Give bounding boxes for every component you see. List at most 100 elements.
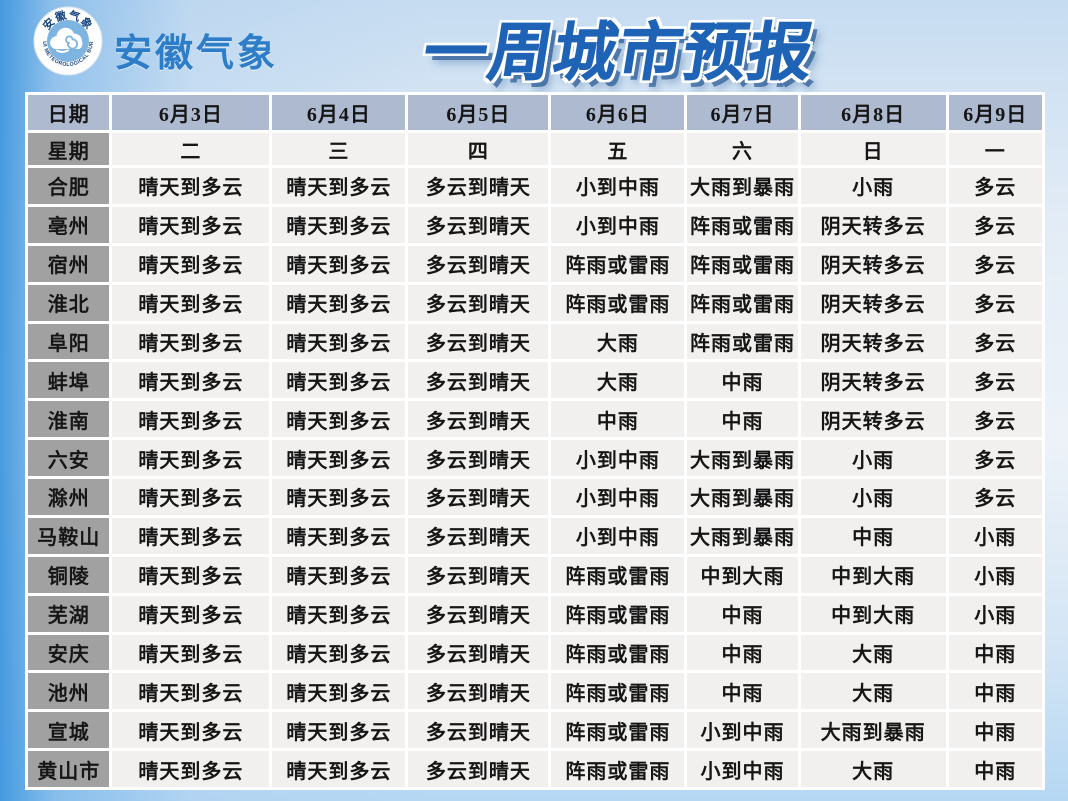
forecast-cell: 多云到晴天 bbox=[408, 479, 549, 515]
forecast-cell: 阴天转多云 bbox=[800, 284, 946, 321]
forecast-cell: 多云 bbox=[948, 284, 1042, 321]
forecast-cell: 晴天到多云 bbox=[112, 440, 270, 476]
forecast-cell: 晴天到多云 bbox=[272, 401, 406, 438]
forecast-cell: 晴天到多云 bbox=[112, 245, 270, 282]
city-name-cell: 宣城 bbox=[28, 712, 110, 749]
week-row-label: 星期 bbox=[28, 133, 110, 165]
city-name-cell: 安庆 bbox=[28, 634, 110, 671]
date-header-cell: 6月8日 bbox=[800, 95, 946, 130]
forecast-cell: 中雨 bbox=[687, 634, 798, 671]
forecast-cell: 多云 bbox=[948, 362, 1042, 399]
date-row-label: 日期 bbox=[28, 95, 110, 130]
table-row: 铜陵 晴天到多云 晴天到多云 多云到晴天 阵雨或雷雨 中到大雨 中到大雨 小雨 bbox=[28, 556, 1042, 593]
forecast-cell: 晴天到多云 bbox=[112, 168, 270, 204]
forecast-cell: 大雨 bbox=[800, 751, 946, 787]
forecast-cell: 阵雨或雷雨 bbox=[551, 751, 685, 787]
city-name-cell: 合肥 bbox=[28, 168, 110, 204]
table-row: 六安 晴天到多云 晴天到多云 多云到晴天 小到中雨 大雨到暴雨 小雨 多云 bbox=[28, 440, 1042, 476]
weekday-cell: 日 bbox=[800, 133, 946, 165]
forecast-cell: 多云 bbox=[948, 440, 1042, 476]
forecast-cell: 小到中雨 bbox=[551, 168, 685, 204]
city-name-cell: 阜阳 bbox=[28, 323, 110, 360]
forecast-cell: 晴天到多云 bbox=[272, 284, 406, 321]
forecast-cell: 中雨 bbox=[687, 595, 798, 632]
forecast-cell: 多云 bbox=[948, 479, 1042, 515]
forecast-cell: 小雨 bbox=[948, 556, 1042, 593]
forecast-cell: 多云到晴天 bbox=[408, 517, 549, 554]
forecast-cell: 小雨 bbox=[948, 517, 1042, 554]
forecast-cell: 大雨到暴雨 bbox=[800, 712, 946, 749]
forecast-cell: 晴天到多云 bbox=[272, 751, 406, 787]
forecast-cell: 小到中雨 bbox=[551, 206, 685, 243]
weekday-cell: 三 bbox=[272, 133, 406, 165]
forecast-cell: 多云到晴天 bbox=[408, 556, 549, 593]
table-row: 马鞍山 晴天到多云 晴天到多云 多云到晴天 小到中雨 大雨到暴雨 中雨 小雨 bbox=[28, 517, 1042, 554]
table-row: 星期二三四五六日一 bbox=[28, 133, 1042, 165]
forecast-cell: 晴天到多云 bbox=[272, 517, 406, 554]
table-row: 滁州 晴天到多云 晴天到多云 多云到晴天 小到中雨 大雨到暴雨 小雨 多云 bbox=[28, 479, 1042, 515]
weekday-cell: 四 bbox=[408, 133, 549, 165]
forecast-cell: 大雨 bbox=[800, 673, 946, 710]
forecast-cell: 中到大雨 bbox=[800, 595, 946, 632]
table-row: 宿州 晴天到多云 晴天到多云 多云到晴天 阵雨或雷雨 阵雨或雷雨 阴天转多云 多云 bbox=[28, 245, 1042, 282]
weekday-cell: 一 bbox=[948, 133, 1042, 165]
forecast-table-container: 日期 6月3日 6月4日 6月5日 6月6日 6月7日 6月8日 6月9日 星期二三四五六日一合… bbox=[25, 92, 1045, 790]
forecast-cell: 阵雨或雷雨 bbox=[687, 284, 798, 321]
forecast-cell: 晴天到多云 bbox=[112, 323, 270, 360]
forecast-cell: 中雨 bbox=[948, 634, 1042, 671]
table-row: 黄山市 晴天到多云 晴天到多云 多云到晴天 阵雨或雷雨 小到中雨 大雨 中雨 bbox=[28, 751, 1042, 787]
forecast-cell: 晴天到多云 bbox=[112, 401, 270, 438]
forecast-cell: 晴天到多云 bbox=[112, 479, 270, 515]
forecast-cell: 阴天转多云 bbox=[800, 362, 946, 399]
table-row: 日期 6月3日 6月4日 6月5日 6月6日 6月7日 6月8日 6月9日 bbox=[28, 95, 1042, 130]
table-row: 芜湖 晴天到多云 晴天到多云 多云到晴天 阵雨或雷雨 中雨 中到大雨 小雨 bbox=[28, 595, 1042, 632]
forecast-table: 日期 6月3日 6月4日 6月5日 6月6日 6月7日 6月8日 6月9日 星期二三四五六日一合… bbox=[25, 92, 1045, 790]
forecast-cell: 晴天到多云 bbox=[272, 440, 406, 476]
forecast-cell: 晴天到多云 bbox=[272, 362, 406, 399]
forecast-cell: 多云到晴天 bbox=[408, 634, 549, 671]
forecast-cell: 阵雨或雷雨 bbox=[551, 245, 685, 282]
date-header-cell: 6月7日 bbox=[687, 95, 798, 130]
forecast-cell: 晴天到多云 bbox=[112, 284, 270, 321]
forecast-cell: 晴天到多云 bbox=[272, 595, 406, 632]
date-header-cell: 6月3日 bbox=[112, 95, 270, 130]
forecast-cell: 晴天到多云 bbox=[272, 479, 406, 515]
forecast-cell: 晴天到多云 bbox=[112, 634, 270, 671]
forecast-cell: 中雨 bbox=[948, 751, 1042, 787]
forecast-cell: 多云到晴天 bbox=[408, 595, 549, 632]
forecast-cell: 阴天转多云 bbox=[800, 206, 946, 243]
forecast-cell: 晴天到多云 bbox=[112, 595, 270, 632]
city-name-cell: 铜陵 bbox=[28, 556, 110, 593]
forecast-cell: 多云 bbox=[948, 245, 1042, 282]
forecast-cell: 多云 bbox=[948, 401, 1042, 438]
weekday-cell: 五 bbox=[551, 133, 685, 165]
forecast-cell: 中雨 bbox=[948, 712, 1042, 749]
forecast-cell: 晴天到多云 bbox=[112, 517, 270, 554]
forecast-cell: 大雨到暴雨 bbox=[687, 168, 798, 204]
forecast-cell: 小到中雨 bbox=[551, 517, 685, 554]
forecast-cell: 大雨 bbox=[551, 323, 685, 360]
table-row: 亳州 晴天到多云 晴天到多云 多云到晴天 小到中雨 阵雨或雷雨 阴天转多云 多云 bbox=[28, 206, 1042, 243]
forecast-cell: 大雨到暴雨 bbox=[687, 479, 798, 515]
forecast-cell: 阵雨或雷雨 bbox=[551, 284, 685, 321]
forecast-cell: 多云到晴天 bbox=[408, 168, 549, 204]
forecast-cell: 晴天到多云 bbox=[112, 206, 270, 243]
forecast-cell: 中雨 bbox=[687, 673, 798, 710]
city-name-cell: 池州 bbox=[28, 673, 110, 710]
forecast-cell: 大雨 bbox=[800, 634, 946, 671]
city-name-cell: 六安 bbox=[28, 440, 110, 476]
forecast-cell: 多云 bbox=[948, 168, 1042, 204]
forecast-cell: 多云到晴天 bbox=[408, 673, 549, 710]
table-row: 蚌埠 晴天到多云 晴天到多云 多云到晴天 大雨 中雨 阴天转多云 多云 bbox=[28, 362, 1042, 399]
city-name-cell: 黄山市 bbox=[28, 751, 110, 787]
city-name-cell: 宿州 bbox=[28, 245, 110, 282]
city-name-cell: 淮北 bbox=[28, 284, 110, 321]
city-name-cell: 淮南 bbox=[28, 401, 110, 438]
table-row: 合肥 晴天到多云 晴天到多云 多云到晴天 小到中雨 大雨到暴雨 小雨 多云 bbox=[28, 168, 1042, 204]
forecast-cell: 多云 bbox=[948, 206, 1042, 243]
table-row: 安庆 晴天到多云 晴天到多云 多云到晴天 阵雨或雷雨 中雨 大雨 中雨 bbox=[28, 634, 1042, 671]
date-header-cell: 6月9日 bbox=[948, 95, 1042, 130]
forecast-cell: 多云 bbox=[948, 323, 1042, 360]
page-title: 一周城市预报 bbox=[418, 18, 820, 89]
